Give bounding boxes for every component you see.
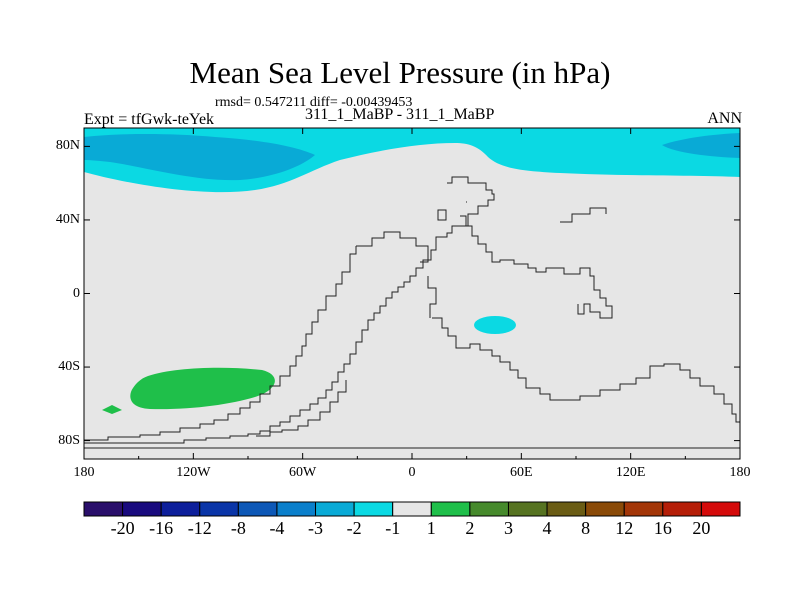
x-tick-label: 60W xyxy=(289,465,317,480)
colorbar-label: 12 xyxy=(615,518,634,538)
colorbar-label: -2 xyxy=(346,518,362,538)
y-tick-label: 80N xyxy=(55,138,80,154)
colorbar-label: -3 xyxy=(308,518,324,538)
colorbar-swatch xyxy=(199,501,239,517)
colorbar-swatch xyxy=(315,501,355,517)
coastline-southern-cone xyxy=(256,380,347,437)
north-pacific-low-region xyxy=(662,133,740,158)
colorbar-label: 1 xyxy=(426,518,436,538)
colorbar-swatch xyxy=(507,501,548,517)
colorbar-swatch xyxy=(276,501,317,517)
y-tick-label: 40S xyxy=(58,359,80,375)
season-label: ANN xyxy=(707,110,742,127)
coastline-east-fragment xyxy=(437,201,607,223)
experiment-label: Expt = tfGwk-teYek xyxy=(84,111,215,128)
colorbar-swatch xyxy=(585,501,625,517)
x-tick-label: 60E xyxy=(510,465,533,480)
colorbar-swatch xyxy=(662,501,702,517)
north-atlantic-low-region xyxy=(84,134,315,181)
colorbar-swatch xyxy=(122,501,162,517)
colorbar-label: -1 xyxy=(385,518,401,538)
axis-ticks xyxy=(83,128,741,459)
colorbar-label: 3 xyxy=(503,518,513,538)
colorbar-label: -4 xyxy=(269,518,285,538)
colorbar-label: 4 xyxy=(542,518,552,538)
coastline-west-continent xyxy=(84,231,437,441)
colorbar-label: -16 xyxy=(149,518,174,538)
stats-line: rmsd= 0.547211 diff= -0.00439453 xyxy=(215,95,413,110)
colorbar-swatch xyxy=(623,501,664,517)
x-tick-label: 0 xyxy=(408,465,416,480)
south-pacific-high-small-region xyxy=(102,405,122,414)
chart-title: Mean Sea Level Pressure (in hPa) xyxy=(189,55,611,90)
colorbar-swatch xyxy=(700,501,741,517)
colorbar xyxy=(83,501,741,517)
coastline-americas-west xyxy=(84,176,495,444)
colorbar-label: 2 xyxy=(465,518,475,538)
colorbar-label: -8 xyxy=(230,518,246,538)
colorbar-swatch xyxy=(237,501,278,517)
colorbar-label: -20 xyxy=(110,518,135,538)
colorbar-label: 20 xyxy=(692,518,711,538)
colorbar-swatch xyxy=(160,501,201,517)
colorbar-swatch xyxy=(469,501,509,517)
south-pacific-high-region xyxy=(130,367,275,410)
colorbar-swatch xyxy=(546,501,587,517)
indian-ocean-region xyxy=(474,316,516,334)
coastline-americas-east xyxy=(460,215,613,319)
x-tick-label: 120E xyxy=(615,465,646,480)
coastline-south-america xyxy=(432,317,740,423)
colorbar-swatch xyxy=(392,501,432,517)
colorbar-label: 16 xyxy=(653,518,672,538)
x-tick-label: 180 xyxy=(729,465,751,480)
x-tick-label: 180 xyxy=(73,465,95,480)
colorbar-swatch xyxy=(430,501,471,517)
x-tick-label: 120W xyxy=(176,465,211,480)
colorbar-swatch xyxy=(353,501,394,517)
case-label: 311_1_MaBP - 311_1_MaBP xyxy=(305,106,495,123)
y-tick-label: 0 xyxy=(73,285,80,301)
y-tick-label: 40N xyxy=(55,211,80,227)
colorbar-label: 8 xyxy=(581,518,591,538)
colorbar-swatch xyxy=(83,501,124,517)
y-tick-label: 80S xyxy=(58,432,80,448)
coastlines xyxy=(84,176,740,449)
colorbar-label: -12 xyxy=(187,518,212,538)
